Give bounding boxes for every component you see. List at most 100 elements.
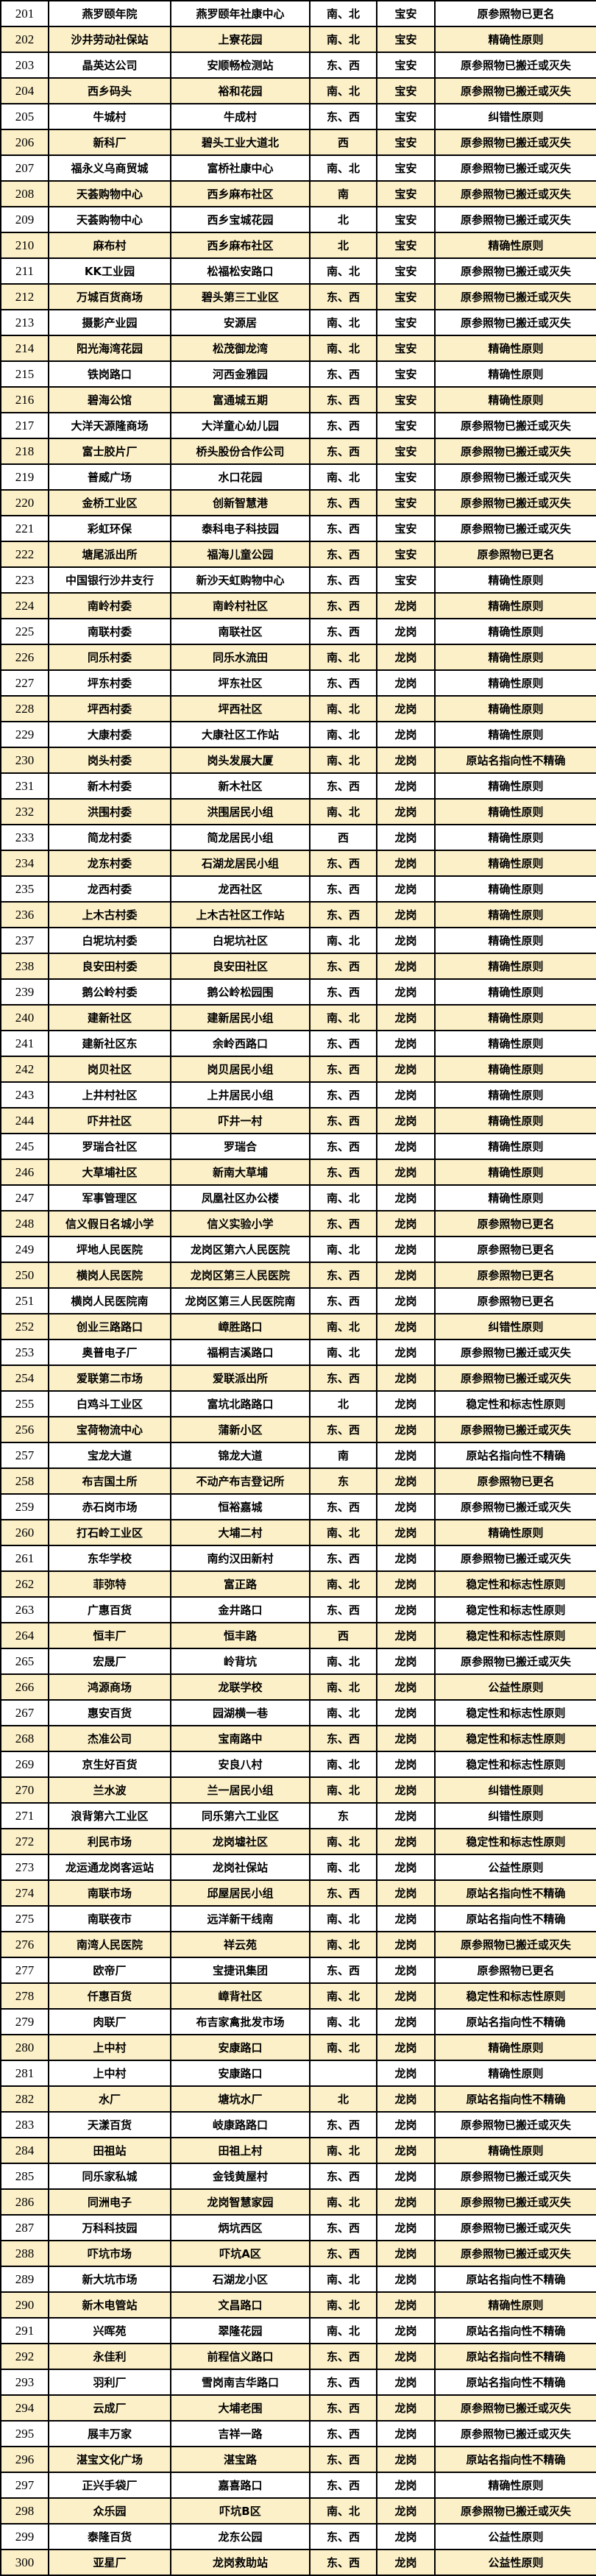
new-name-cell[interactable]: 西乡麻布社区	[170, 180, 311, 207]
seq-cell[interactable]: 243	[0, 1081, 49, 1109]
new-name-cell[interactable]: 宝捷讯集团	[170, 1957, 311, 1984]
old-name-cell[interactable]: 横岗人民医院	[48, 1262, 171, 1289]
seq-cell[interactable]: 221	[0, 515, 49, 542]
district-cell[interactable]: 龙岗	[376, 1905, 436, 1932]
seq-cell[interactable]: 211	[0, 257, 49, 285]
old-name-cell[interactable]: 福永义乌商贸城	[48, 154, 171, 182]
old-name-cell[interactable]: 大草埔社区	[48, 1159, 171, 1186]
seq-cell[interactable]: 252	[0, 1313, 49, 1340]
district-cell[interactable]: 龙岗	[376, 2034, 436, 2061]
new-name-cell[interactable]: 富正路	[170, 1570, 311, 1598]
new-name-cell[interactable]: 布吉家禽批发市场	[170, 2008, 311, 2035]
new-name-cell[interactable]: 松福松安路口	[170, 257, 311, 285]
new-name-cell[interactable]: 河西金雅园	[170, 360, 311, 388]
direction-cell[interactable]: 东、西	[309, 1879, 377, 1907]
seq-cell[interactable]: 241	[0, 1030, 49, 1057]
old-name-cell[interactable]: 横岗人民医院南	[48, 1287, 171, 1314]
new-name-cell[interactable]: 岐康路路口	[170, 2111, 311, 2138]
direction-cell[interactable]: 南、北	[309, 1313, 377, 1340]
direction-cell[interactable]: 南	[309, 180, 377, 207]
seq-cell[interactable]: 253	[0, 1339, 49, 1366]
district-cell[interactable]: 龙岗	[376, 2266, 436, 2293]
new-name-cell[interactable]: 远洋新干线南	[170, 1905, 311, 1932]
district-cell[interactable]: 龙岗	[376, 1570, 436, 1598]
direction-cell[interactable]: 南、北	[309, 644, 377, 671]
old-name-cell[interactable]: 建新社区东	[48, 1030, 171, 1057]
reason-cell[interactable]: 原参照物已搬迁或灭失	[434, 51, 596, 79]
reason-cell[interactable]: 精确性原则	[434, 1004, 596, 1031]
seq-cell[interactable]: 244	[0, 1107, 49, 1134]
direction-cell[interactable]: 南、北	[309, 2266, 377, 2293]
direction-cell[interactable]: 东、西	[309, 2394, 377, 2422]
direction-cell[interactable]: 东、西	[309, 978, 377, 1006]
seq-cell[interactable]: 257	[0, 1442, 49, 1469]
seq-cell[interactable]: 223	[0, 566, 49, 594]
reason-cell[interactable]: 精确性原则	[434, 335, 596, 362]
district-cell[interactable]: 龙岗	[376, 2111, 436, 2138]
new-name-cell[interactable]: 吓井一村	[170, 1107, 311, 1134]
district-cell[interactable]: 龙岗	[376, 901, 436, 928]
district-cell[interactable]: 宝安	[376, 335, 436, 362]
district-cell[interactable]: 龙岗	[376, 1133, 436, 1160]
seq-cell[interactable]: 227	[0, 669, 49, 697]
old-name-cell[interactable]: 宝荷物流中心	[48, 1416, 171, 1443]
district-cell[interactable]: 龙岗	[376, 1210, 436, 1237]
direction-cell[interactable]: 东、西	[309, 360, 377, 388]
district-cell[interactable]: 龙岗	[376, 1467, 436, 1495]
reason-cell[interactable]: 公益性原则	[434, 2549, 596, 2576]
reason-cell[interactable]: 原站名指向性不精确	[434, 1442, 596, 1469]
reason-cell[interactable]: 纠错性原则	[434, 103, 596, 130]
old-name-cell[interactable]: 创业三路路口	[48, 1313, 171, 1340]
direction-cell[interactable]: 东、西	[309, 1056, 377, 1083]
new-name-cell[interactable]: 白坭坑社区	[170, 927, 311, 954]
reason-cell[interactable]: 原站名指向性不精确	[434, 2085, 596, 2113]
direction-cell[interactable]: 南、北	[309, 1828, 377, 1855]
district-cell[interactable]: 龙岗	[376, 772, 436, 800]
new-name-cell[interactable]: 南岭村社区	[170, 592, 311, 619]
old-name-cell[interactable]: 龙东村委	[48, 850, 171, 877]
direction-cell[interactable]: 东、西	[309, 2420, 377, 2447]
seq-cell[interactable]: 267	[0, 1699, 49, 1726]
district-cell[interactable]: 龙岗	[376, 1957, 436, 1984]
district-cell[interactable]: 龙岗	[376, 1931, 436, 1958]
old-name-cell[interactable]: 中国银行沙井支行	[48, 566, 171, 594]
direction-cell[interactable]: 南、北	[309, 2188, 377, 2216]
direction-cell[interactable]: 北	[309, 2085, 377, 2113]
seq-cell[interactable]: 265	[0, 1648, 49, 1675]
seq-cell[interactable]: 203	[0, 51, 49, 79]
new-name-cell[interactable]: 安顺畅检测站	[170, 51, 311, 79]
district-cell[interactable]: 龙岗	[376, 1339, 436, 1366]
new-name-cell[interactable]: 岗头发展大厦	[170, 747, 311, 774]
new-name-cell[interactable]: 南联社区	[170, 618, 311, 645]
old-name-cell[interactable]: 恒丰厂	[48, 1622, 171, 1649]
new-name-cell[interactable]: 凤凰社区办公楼	[170, 1184, 311, 1211]
old-name-cell[interactable]: 上中村	[48, 2034, 171, 2061]
district-cell[interactable]: 龙岗	[376, 1030, 436, 1057]
district-cell[interactable]: 宝安	[376, 0, 436, 27]
direction-cell[interactable]: 南	[309, 1442, 377, 1469]
old-name-cell[interactable]: 简龙村委	[48, 824, 171, 851]
new-name-cell[interactable]: 炳坑西区	[170, 2214, 311, 2241]
district-cell[interactable]: 龙岗	[376, 1287, 436, 1314]
district-cell[interactable]: 龙岗	[376, 2446, 436, 2473]
district-cell[interactable]: 龙岗	[376, 1673, 436, 1701]
reason-cell[interactable]: 原参照物已搬迁或灭失	[434, 489, 596, 516]
seq-cell[interactable]: 277	[0, 1957, 49, 1984]
new-name-cell[interactable]: 不动产布吉登记所	[170, 1467, 311, 1495]
new-name-cell[interactable]: 爱联派出所	[170, 1365, 311, 1392]
district-cell[interactable]: 龙岗	[376, 1545, 436, 1572]
new-name-cell[interactable]: 同乐第六工业区	[170, 1802, 311, 1829]
district-cell[interactable]: 龙岗	[376, 1390, 436, 1417]
reason-cell[interactable]: 原参照物已搬迁或灭失	[434, 283, 596, 310]
seq-cell[interactable]: 263	[0, 1596, 49, 1623]
reason-cell[interactable]: 精确性原则	[434, 772, 596, 800]
old-name-cell[interactable]: 泰隆百货	[48, 2523, 171, 2550]
old-name-cell[interactable]: 上中村	[48, 2060, 171, 2087]
district-cell[interactable]: 龙岗	[376, 1493, 436, 1520]
new-name-cell[interactable]: 蒲新小区	[170, 1416, 311, 1443]
seq-cell[interactable]: 275	[0, 1905, 49, 1932]
direction-cell[interactable]: 东、西	[309, 1545, 377, 1572]
reason-cell[interactable]: 精确性原则	[434, 978, 596, 1006]
direction-cell[interactable]: 南、北	[309, 26, 377, 53]
district-cell[interactable]: 宝安	[376, 541, 436, 568]
